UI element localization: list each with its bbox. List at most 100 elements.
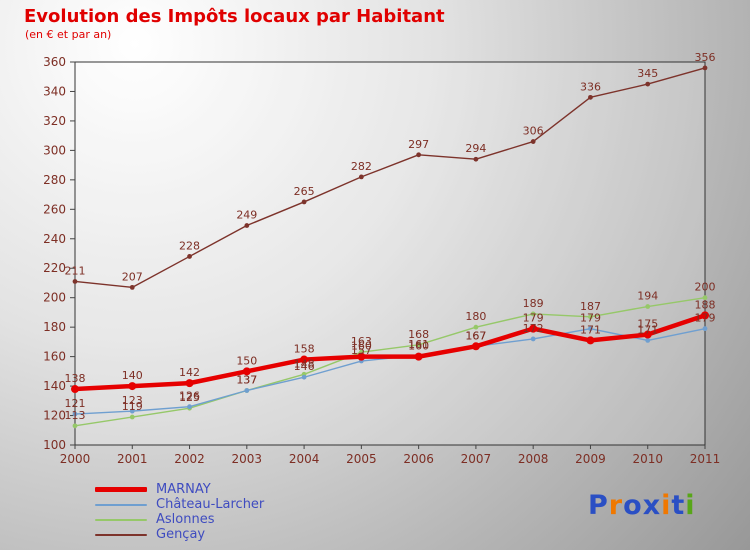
legend-label: MARNAY	[156, 482, 211, 497]
x-tick: 2002	[174, 445, 205, 466]
x-tick: 2006	[403, 445, 434, 466]
data-point	[129, 408, 135, 414]
data-point	[530, 139, 536, 144]
value-label: 168	[408, 328, 429, 341]
data-point	[301, 199, 307, 205]
proxiti-logo: Proxiti	[588, 490, 696, 521]
x-tick: 2007	[461, 445, 492, 466]
data-point	[530, 311, 536, 317]
value-label: 180	[465, 310, 486, 323]
x-tick-label: 2011	[690, 452, 721, 466]
series-marnay-line	[71, 311, 709, 394]
y-tick: 100	[43, 438, 75, 452]
y-tick-label: 100	[43, 438, 66, 452]
logo-letter: t	[671, 490, 686, 521]
value-label: 356	[695, 51, 716, 64]
data-point	[530, 336, 536, 342]
legend-swatch	[95, 518, 147, 521]
y-tick-label: 280	[43, 173, 66, 187]
legend-label: Gençay	[156, 527, 206, 542]
data-point	[473, 156, 479, 162]
series-gen-ay-line	[72, 65, 708, 290]
y-tick-label: 200	[43, 291, 66, 305]
value-label: 125	[179, 391, 200, 404]
value-label: 175	[637, 318, 658, 331]
value-label: 171	[580, 323, 601, 336]
data-point	[129, 414, 135, 420]
data-point	[702, 295, 708, 301]
data-point	[358, 174, 364, 180]
value-label: 142	[179, 366, 200, 379]
logo-letter: P	[588, 490, 609, 521]
value-label: 137	[236, 373, 257, 386]
data-point	[72, 279, 78, 284]
logo-letter: i	[685, 490, 696, 521]
value-label: 345	[637, 67, 658, 80]
x-tick-label: 2007	[461, 452, 492, 466]
y-tick: 300	[43, 143, 75, 157]
data-point	[588, 314, 593, 320]
x-tick-label: 2004	[289, 452, 320, 466]
y-tick: 180	[43, 320, 75, 334]
value-label: 282	[351, 160, 372, 173]
y-tick-label: 220	[43, 261, 66, 275]
value-label: 140	[122, 369, 143, 382]
y-tick-label: 360	[43, 55, 66, 69]
legend-label: Château-Larcher	[156, 497, 265, 512]
data-point	[588, 326, 593, 332]
y-tick: 160	[43, 350, 75, 364]
y-tick: 240	[43, 232, 75, 246]
chart-subtitle: (en € et par an)	[25, 28, 112, 41]
value-label: 126	[179, 390, 200, 403]
y-tick: 320	[43, 114, 75, 128]
data-point	[72, 423, 78, 429]
y-tick: 220	[43, 261, 75, 275]
y-tick-label: 340	[43, 84, 66, 98]
value-label: 207	[122, 270, 143, 283]
value-label: 148	[294, 357, 315, 370]
x-tick-label: 2005	[346, 452, 377, 466]
x-tick: 2004	[289, 445, 320, 466]
value-label: 297	[408, 138, 429, 151]
y-tick: 360	[43, 55, 75, 69]
data-point	[71, 385, 79, 394]
data-point	[701, 311, 709, 320]
y-tick-label: 180	[43, 320, 66, 334]
data-point	[187, 254, 192, 259]
y-tick-label: 240	[43, 232, 66, 246]
data-point	[414, 352, 423, 361]
logo-letter: o	[623, 490, 643, 521]
value-label: 167	[465, 329, 486, 342]
x-tick-label: 2000	[60, 452, 91, 466]
value-label: 189	[523, 297, 544, 310]
series-gen-ay-labels: 211 207 228 249 265 282 297 294 306 336 345 356	[65, 51, 716, 283]
x-tick-label: 2009	[575, 452, 606, 466]
legend-item-gen-ay: Gençay	[95, 528, 264, 541]
value-label: 265	[294, 185, 315, 198]
logo-letter: x	[642, 490, 662, 521]
x-tick-label: 2010	[632, 452, 663, 466]
x-tick: 2001	[117, 445, 148, 466]
data-point	[529, 324, 538, 333]
data-point	[588, 94, 593, 100]
x-tick: 2009	[575, 445, 606, 466]
legend-swatch	[95, 503, 147, 506]
y-tick-label: 300	[43, 143, 66, 157]
y-tick-label: 260	[43, 202, 66, 216]
data-point	[244, 388, 250, 393]
y-tick-label: 140	[43, 379, 66, 393]
x-tick: 2005	[346, 445, 377, 466]
data-point	[244, 223, 250, 228]
legend-item-ch-teau-larcher: Château-Larcher	[95, 498, 264, 511]
legend: MARNAY Château-Larcher Aslonnes Gençay	[95, 483, 264, 541]
y-tick: 340	[43, 84, 75, 98]
y-tick: 260	[43, 202, 75, 216]
data-point	[645, 304, 651, 309]
legend-swatch	[95, 533, 147, 536]
value-label: 119	[122, 400, 143, 413]
logo-letter: i	[661, 490, 672, 521]
value-label: 172	[523, 322, 544, 335]
